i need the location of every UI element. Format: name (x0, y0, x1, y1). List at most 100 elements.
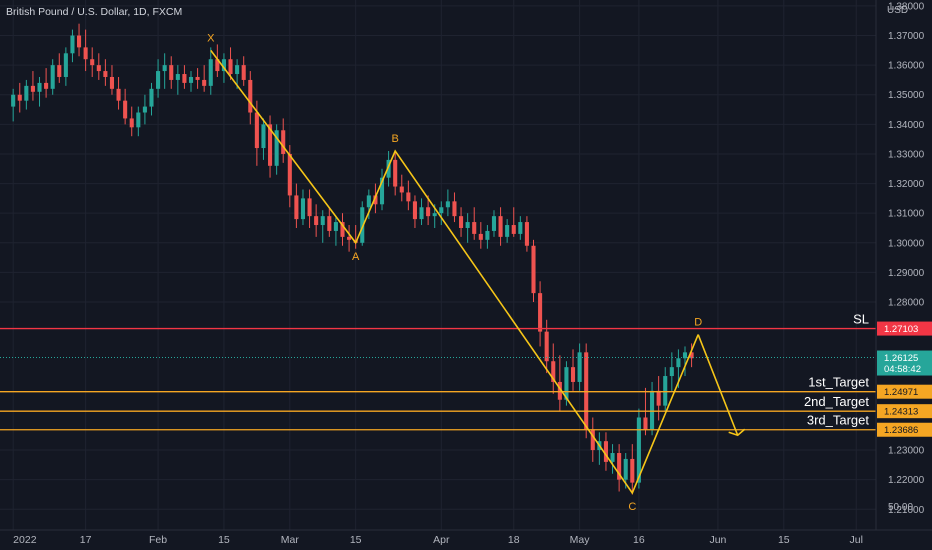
price-tick-label: 1.32000 (888, 179, 925, 190)
time-tick-label: Feb (149, 534, 167, 546)
candle-body (44, 82, 49, 89)
candle-body (524, 222, 529, 246)
candle-body (590, 429, 595, 451)
grid (0, 0, 876, 530)
candle-body (30, 85, 35, 92)
price-tick-label: 1.38000 (888, 1, 925, 12)
candle-body (682, 352, 688, 359)
candle-body (373, 195, 378, 205)
level-price-tag-text: 1.27103 (884, 324, 918, 335)
price-axis-ticks: 1.38000 1.37000 1.36000 1.35000 1.34000 1.330… (888, 1, 925, 515)
price-tick-label: 50.00 (888, 502, 913, 513)
candle-body (83, 47, 88, 60)
candle-body (307, 198, 312, 217)
xabcd-pattern-line[interactable] (210, 49, 699, 495)
candle-body (235, 65, 240, 75)
candle-body (202, 79, 207, 86)
price-tick-label: 1.37000 (888, 31, 925, 42)
last-price-tag (877, 350, 932, 376)
candle-body (603, 441, 608, 462)
price-tick-label: 1.28000 (888, 298, 925, 309)
price-tick-label: 1.33000 (888, 149, 925, 160)
level-lines: SL 1st_Target 2nd_Target 3rd_Target (0, 312, 876, 431)
candle-body (261, 124, 266, 149)
candle-body (17, 94, 22, 101)
candle-body (393, 159, 398, 187)
candle-body (623, 458, 628, 480)
target-label: 3rd_Target (807, 413, 870, 428)
candle-body (96, 65, 101, 72)
candle-body (248, 79, 253, 113)
candle-body (109, 76, 115, 89)
symbol-title: British Pound / U.S. Dollar, 1D, FXCM (6, 6, 182, 18)
candle-body (360, 207, 365, 243)
candle-body (241, 65, 246, 80)
price-tick-label: 1.23000 (888, 446, 925, 457)
candle-body (663, 376, 668, 406)
pattern-point-a: A (352, 251, 360, 263)
candle-body (478, 233, 483, 240)
time-tick-label: 16 (633, 534, 645, 546)
time-axis-ticks: 2022 17 Feb 15 Mar 15 Apr 18 May 16 Jun 15 Jul (13, 534, 863, 546)
candle-body (76, 35, 82, 48)
candle-body (188, 76, 194, 83)
stop-loss-label: SL (853, 312, 869, 327)
candle-body (491, 216, 497, 231)
currency-label: USD (887, 5, 908, 16)
candle-body (314, 216, 319, 226)
candle-body (287, 153, 292, 196)
candle-body (544, 331, 549, 362)
candle-body (228, 59, 233, 75)
candle-body (459, 216, 464, 228)
candle-body (340, 222, 345, 237)
candle-body (300, 198, 306, 220)
harmonic-pattern: X A B C D (207, 32, 746, 513)
price-tick-label: 1.34000 (888, 120, 925, 131)
candle-body (426, 207, 431, 217)
candle-body (485, 230, 490, 240)
candle-body (70, 35, 75, 54)
candles (11, 23, 694, 495)
candle-body (379, 177, 385, 205)
candle-body (538, 293, 543, 332)
time-tick-label: Jun (709, 534, 726, 546)
candle-body (221, 59, 226, 72)
level-price-tag-text: 1.24313 (884, 407, 918, 418)
candle-body (175, 74, 180, 80)
candle-body (636, 417, 641, 483)
time-tick-label: 15 (350, 534, 362, 546)
candle-body (630, 458, 635, 483)
candle-body (551, 361, 556, 382)
projection-line[interactable] (697, 334, 739, 436)
target-label: 2nd_Target (804, 394, 869, 409)
candle-body (570, 367, 576, 382)
pattern-point-d: D (694, 317, 702, 329)
candle-body (90, 59, 95, 66)
candle-body (116, 88, 121, 101)
price-tags: 1.27103 1.24971 1.24313 1.23686 1.2612504:58… (877, 321, 932, 437)
time-tick-label: Jul (850, 534, 863, 546)
candle-body (564, 367, 569, 400)
candle-body (208, 59, 213, 86)
target-label: 1st_Target (808, 375, 869, 390)
candle-body (656, 390, 661, 406)
candle-body (320, 216, 325, 226)
time-tick-label: Mar (281, 534, 300, 546)
candle-body (195, 76, 200, 80)
candle-body (439, 207, 444, 214)
candle-body (149, 88, 154, 107)
candle-body (412, 201, 417, 220)
candle-body (610, 453, 615, 462)
candle-body (531, 245, 536, 294)
candle-body (518, 222, 523, 234)
candle-body (182, 74, 187, 83)
candle-body (676, 358, 681, 368)
projection-arrowhead (728, 428, 746, 437)
candle-body (689, 352, 694, 359)
candle-body (57, 65, 62, 77)
candle-body (505, 225, 510, 237)
price-axis[interactable] (876, 0, 932, 550)
time-tick-label: 2022 (13, 534, 37, 546)
candle-body (129, 118, 134, 128)
